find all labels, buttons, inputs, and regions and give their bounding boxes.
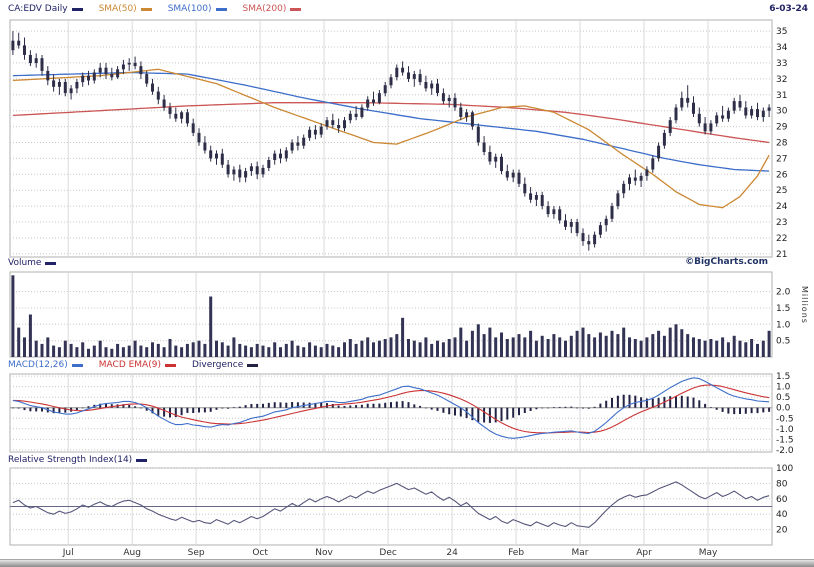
svg-text:27: 27: [776, 154, 787, 164]
macd-ema-swatch: [164, 363, 176, 367]
svg-text:24: 24: [776, 202, 788, 212]
price-series-swatch: [71, 7, 83, 11]
svg-text:26: 26: [776, 170, 788, 180]
sma-lines-layer: [12, 68, 770, 209]
sma100-legend-label: SMA(100): [167, 4, 212, 14]
divergence-label: Divergence: [191, 360, 244, 370]
x-axis-month-label: Dec: [379, 548, 397, 558]
svg-text:20: 20: [776, 526, 788, 536]
svg-text:-1.0: -1.0: [776, 425, 794, 435]
macd-layer: [11, 377, 771, 439]
svg-text:22: 22: [776, 234, 787, 244]
rsi-label: Relative Strength Index(14): [8, 455, 133, 465]
svg-text:-1.5: -1.5: [776, 435, 794, 445]
chart-date: 6-03-24: [769, 4, 808, 14]
svg-text:-0.5: -0.5: [776, 414, 794, 424]
svg-text:21: 21: [776, 250, 787, 260]
volume-unit-label: Millions: [800, 286, 809, 324]
svg-text:23: 23: [776, 218, 787, 228]
svg-text:32: 32: [776, 75, 787, 85]
svg-text:80: 80: [776, 479, 788, 489]
x-axis-month-label: Nov: [315, 548, 333, 558]
candles-layer: [11, 31, 771, 251]
symbol-legend-item: CA:EDV Daily: [8, 4, 83, 14]
svg-text:1.0: 1.0: [776, 320, 791, 330]
svg-text:0.0: 0.0: [776, 404, 791, 414]
x-axis-month-label: Mar: [571, 548, 589, 558]
svg-text:0.5: 0.5: [776, 393, 790, 403]
volume-legend: Volume: [8, 258, 57, 268]
x-axis-month-label: 24: [446, 548, 458, 558]
svg-text:34: 34: [776, 43, 788, 53]
rsi-layer: [12, 481, 770, 528]
svg-text:100: 100: [776, 464, 793, 474]
svg-text:29: 29: [776, 123, 788, 133]
macd-line-swatch: [71, 363, 83, 367]
svg-text:60: 60: [776, 495, 788, 505]
volume-bars-layer: [11, 275, 771, 358]
divergence-legend-item: Divergence: [191, 360, 259, 370]
rsi-legend-swatch: [136, 458, 148, 462]
volume-legend-swatch: [45, 261, 57, 265]
axis-tick-labels: 3534333231302928272625242322212.01.51.00…: [776, 27, 794, 535]
sma50-legend-label: SMA(50): [98, 4, 137, 14]
x-axis-month-label: Jul: [62, 548, 74, 558]
x-axis-month-row: Jul Aug Sep Oct Nov Dec 24 Feb Mar Apr May: [0, 548, 814, 560]
macd-legend: MACD(12,26) MACD EMA(9) Divergence: [8, 360, 259, 370]
x-axis-month-label: Oct: [252, 548, 268, 558]
svg-text:35: 35: [776, 27, 787, 37]
svg-text:-2.0: -2.0: [776, 446, 794, 456]
x-axis-month-label: Feb: [508, 548, 525, 558]
bigcharts-watermark: ©BigCharts.com: [685, 257, 768, 267]
footer-gradient-bar: [0, 559, 814, 567]
macd-ema-label: MACD EMA(9): [98, 360, 161, 370]
rsi-legend: Relative Strength Index(14): [8, 455, 148, 465]
sma100-legend-item: SMA(100): [168, 4, 227, 14]
divergence-swatch: [247, 363, 259, 367]
svg-text:1.0: 1.0: [776, 383, 791, 393]
svg-text:2.0: 2.0: [776, 288, 791, 298]
svg-text:31: 31: [776, 91, 787, 101]
symbol-title: CA:EDV Daily: [8, 4, 68, 14]
rsi-legend-item: Relative Strength Index(14): [8, 455, 148, 465]
main-legend: CA:EDV Daily SMA(50) SMA(100) SMA(200): [8, 4, 302, 14]
volume-label: Volume: [8, 258, 42, 268]
sma200-legend-swatch: [290, 7, 302, 11]
sma50-legend-swatch: [140, 7, 152, 11]
sma50-legend-item: SMA(50): [99, 4, 152, 14]
svg-text:1.5: 1.5: [776, 372, 790, 382]
svg-text:28: 28: [776, 139, 788, 149]
x-axis-month-label: May: [698, 548, 718, 558]
panel-frames: [9, 19, 773, 546]
x-axis-month-label: Sep: [187, 548, 205, 558]
svg-text:1.5: 1.5: [776, 304, 790, 314]
sma200-legend-label: SMA(200): [242, 4, 287, 14]
svg-text:33: 33: [776, 59, 787, 69]
svg-text:40: 40: [776, 510, 788, 520]
svg-text:0.5: 0.5: [776, 337, 790, 347]
svg-text:25: 25: [776, 186, 787, 196]
sma100-legend-swatch: [215, 7, 227, 11]
x-axis-month-label: Apr: [636, 548, 652, 558]
volume-legend-item: Volume: [8, 258, 57, 268]
macd-legend-item: MACD(12,26): [8, 360, 83, 370]
x-axis-month-label: Aug: [123, 548, 141, 558]
sma200-legend-item: SMA(200): [243, 4, 302, 14]
macd-ema-legend-item: MACD EMA(9): [99, 360, 176, 370]
macd-line-label: MACD(12,26): [8, 360, 68, 370]
svg-text:30: 30: [776, 107, 788, 117]
